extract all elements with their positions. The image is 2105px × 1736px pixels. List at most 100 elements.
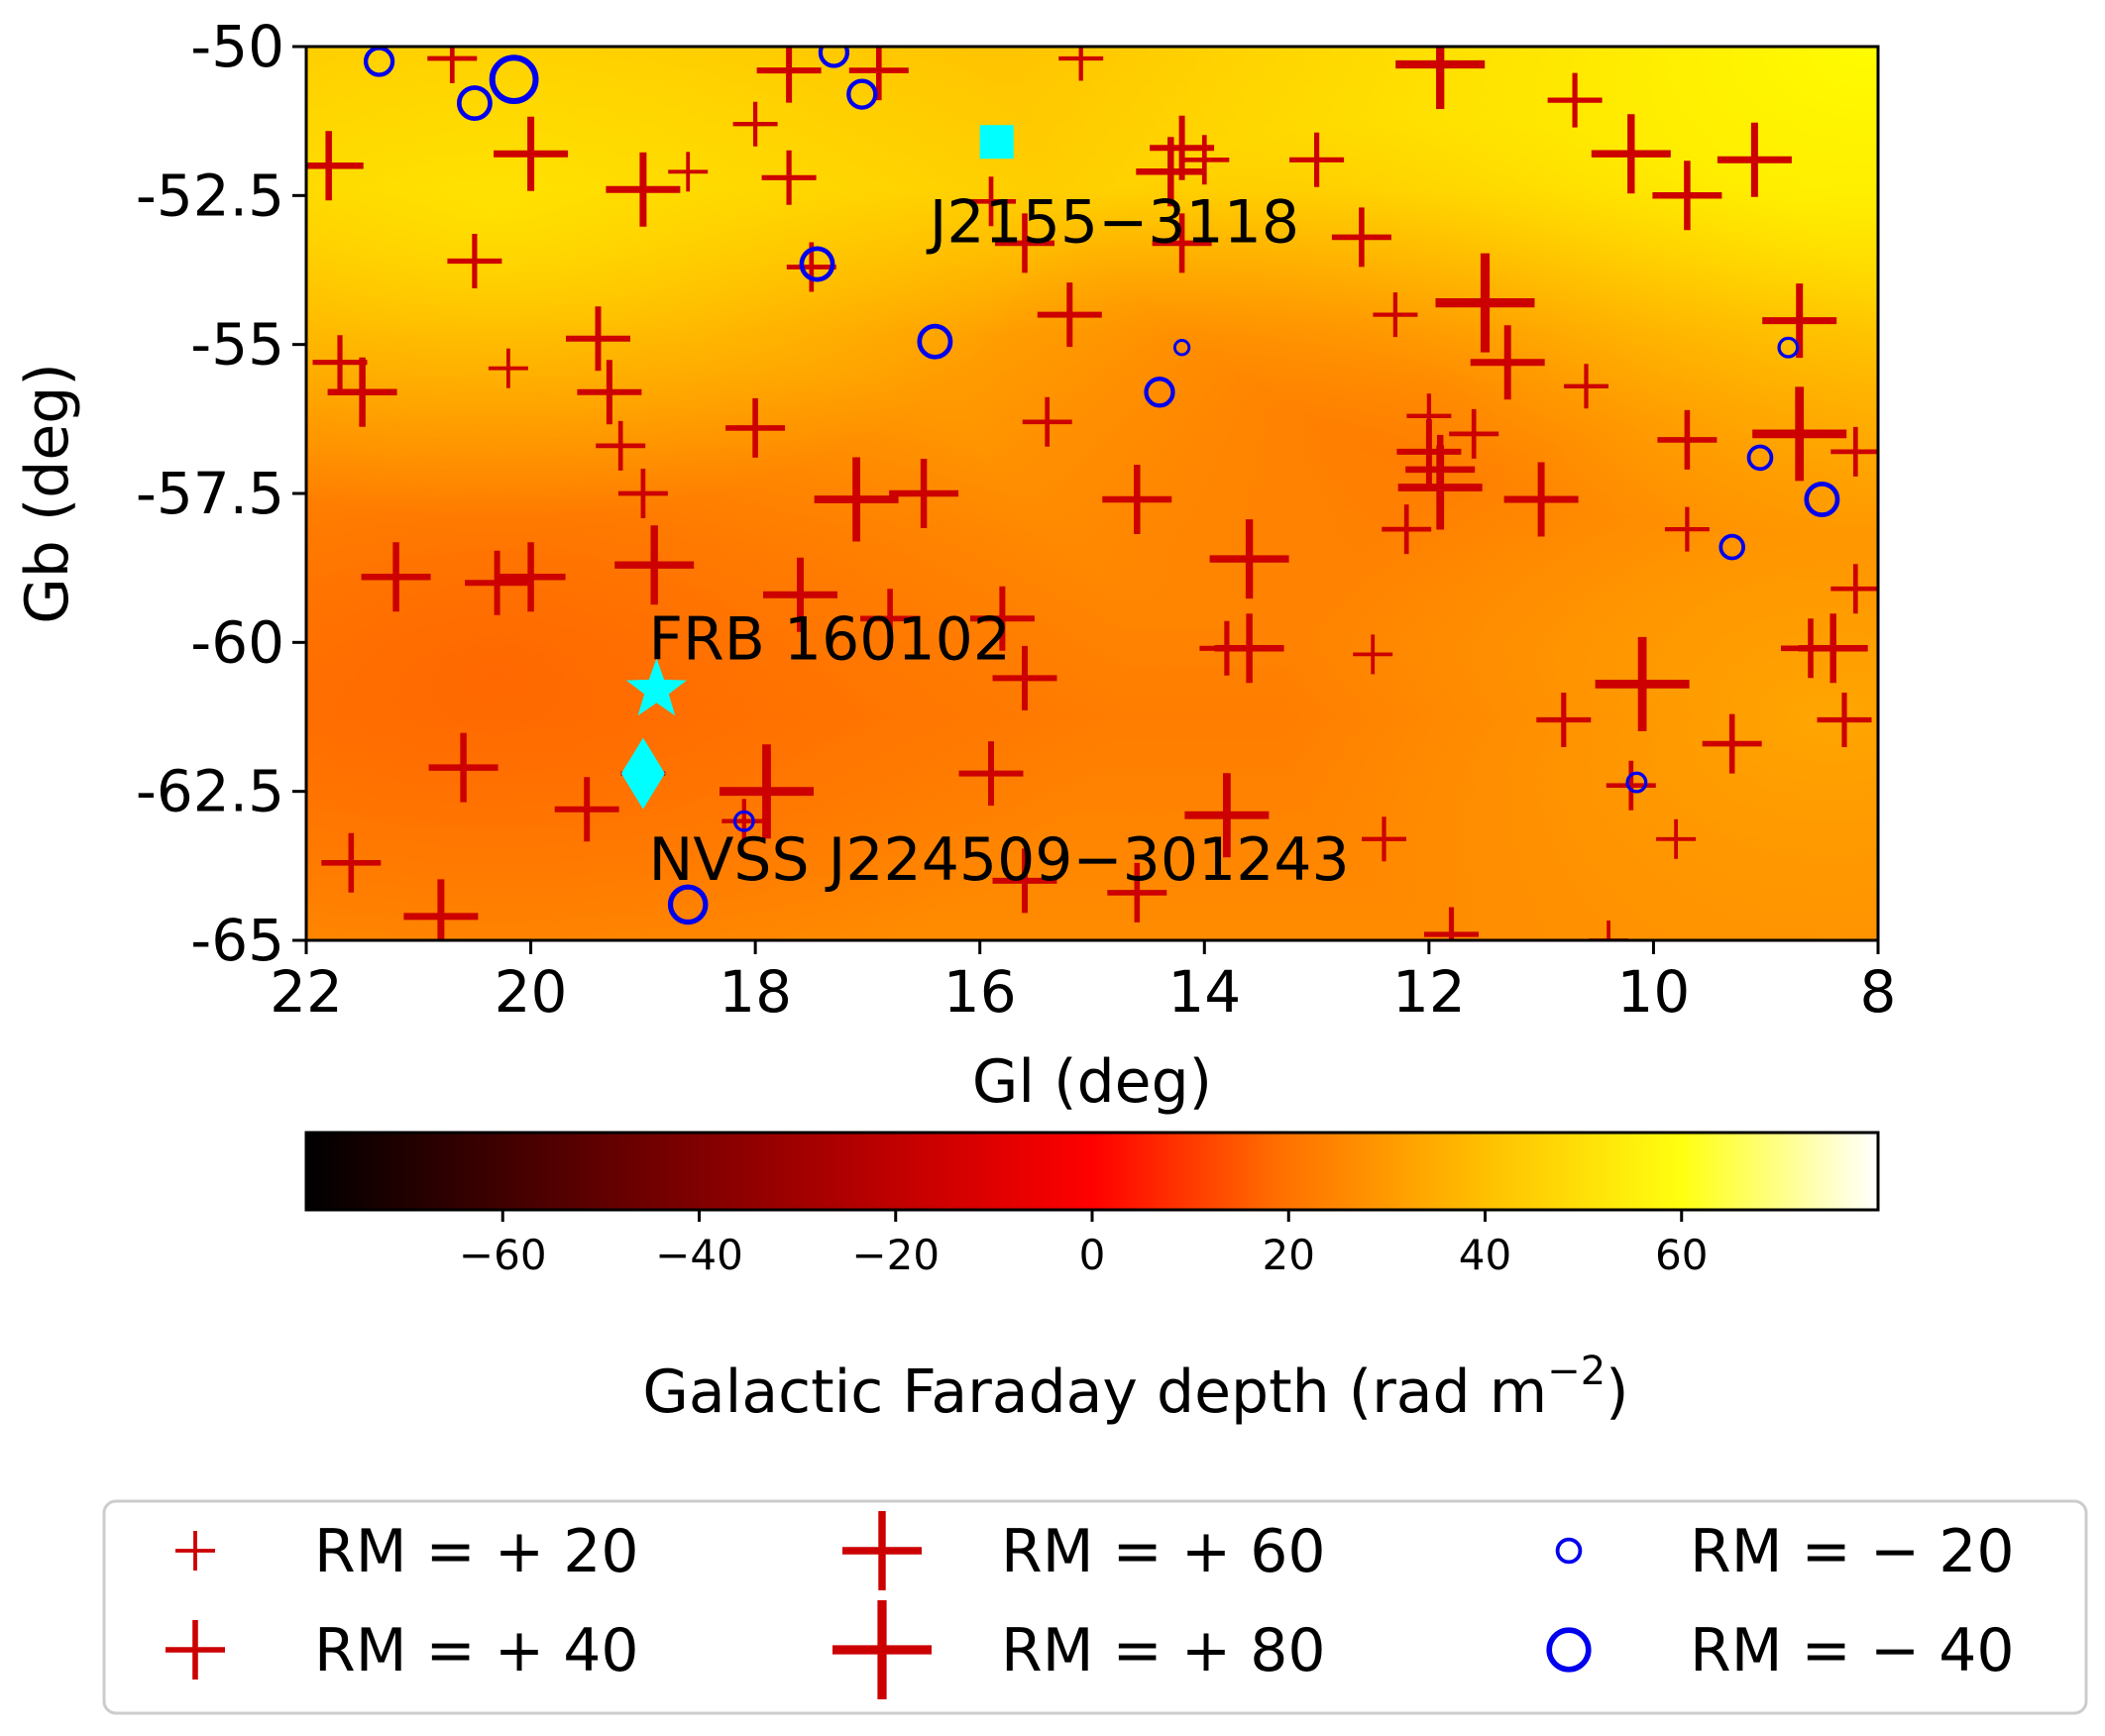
- annotation-marker-diamond: [620, 737, 665, 810]
- legend-frame: [102, 1499, 2088, 1715]
- rm-marker-positive: [1564, 364, 1608, 409]
- rm-marker-negative: [1625, 771, 1648, 794]
- rm-marker-positive: [1591, 114, 1671, 194]
- legend-label: RM = + 80: [1001, 1616, 1326, 1685]
- rm-marker-positive: [1362, 816, 1406, 862]
- rm-marker-positive: [1652, 161, 1722, 231]
- rm-marker-positive: [596, 420, 646, 471]
- annotation-label-nvss: NVSS J224509−301243: [649, 825, 1350, 895]
- y-axis-ticks: -50 -52.5 -55 -57.5 -60 -62.5 -65: [136, 13, 306, 974]
- rm-marker-positive: [1817, 693, 1872, 747]
- rm-marker-positive: [312, 335, 368, 390]
- rm-marker-negative: [917, 323, 953, 360]
- x-tick-label: 14: [1167, 958, 1241, 1026]
- rm-marker-positive: [668, 152, 709, 192]
- rm-marker-positive: [1595, 636, 1690, 731]
- colorbar-label: Galactic Faraday depth (rad m−2): [642, 1349, 1628, 1427]
- rm-marker-positive: [1702, 713, 1762, 774]
- rm-marker-positive: [889, 459, 959, 528]
- colorbar: −60 −40 −20 0 20 40 60 Galactic Faraday depth …: [304, 1131, 1880, 1427]
- rm-marker-positive: [1331, 207, 1391, 268]
- rm-marker-positive: [606, 152, 681, 227]
- rm-marker-positive: [1136, 137, 1206, 207]
- rm-marker-positive: [1798, 613, 1868, 684]
- rm-marker-negative: [667, 884, 709, 925]
- rm-marker-positive: [1353, 634, 1393, 675]
- rm-marker-positive: [1396, 419, 1462, 485]
- annotation-label-frb: FRB 160102: [649, 604, 1011, 674]
- y-tick-label: -50: [190, 13, 284, 80]
- rm-marker-positive: [814, 457, 899, 542]
- rm-marker-positive: [1152, 213, 1212, 273]
- x-tick-label: 22: [270, 958, 343, 1026]
- colorbar-tick-label: 40: [1459, 1231, 1511, 1279]
- rm-marker-positive: [327, 357, 397, 427]
- rm-marker-positive: [992, 645, 1057, 710]
- rm-marker-positive: [488, 348, 528, 388]
- colorbar-gradient: [304, 1131, 1880, 1212]
- legend-label: RM = − 40: [1690, 1616, 2015, 1685]
- y-tick-label: -55: [190, 311, 284, 379]
- rm-marker-negative: [456, 85, 493, 122]
- colorbar-label-exponent: −2: [1547, 1349, 1606, 1394]
- colorbar-label-prefix: Galactic Faraday depth (rad m: [642, 1357, 1547, 1427]
- annotation-marker-star: [626, 658, 687, 716]
- legend-marker-cross: [166, 1620, 225, 1680]
- rm-marker-positive: [860, 589, 921, 649]
- rm-marker-positive: [496, 542, 566, 612]
- colorbar-tick-label: −20: [851, 1231, 940, 1279]
- rm-marker-positive: [1657, 409, 1717, 470]
- rm-marker-positive: [1107, 862, 1167, 922]
- rm-marker-positive: [1214, 613, 1284, 684]
- legend-entry: RM = + 80: [832, 1600, 1326, 1699]
- legend-label: RM = + 60: [1001, 1517, 1326, 1586]
- legend-marker-cross: [175, 1531, 215, 1571]
- rm-marker-positive: [1397, 445, 1483, 530]
- rm-marker-positive: [577, 360, 642, 425]
- rm-marker-positive: [566, 306, 630, 372]
- rm-marker-negative: [799, 246, 835, 282]
- colorbar-tick-label: 0: [1079, 1231, 1106, 1279]
- colorbar-tick-label: 20: [1263, 1231, 1315, 1279]
- x-axis-label: Gl (deg): [972, 1047, 1212, 1117]
- colorbar-tick-label: −40: [655, 1231, 743, 1279]
- rm-marker-positive: [1664, 506, 1710, 552]
- rm-marker-positive: [1395, 47, 1486, 109]
- rm-marker-positive: [614, 525, 695, 605]
- y-tick-label: -65: [190, 907, 284, 974]
- rm-marker-positive: [1179, 135, 1230, 185]
- x-tick-label: 16: [943, 958, 1017, 1026]
- rm-marker-positive: [966, 176, 1016, 227]
- rm-marker-positive: [427, 47, 478, 83]
- rm-marker-positive: [1606, 760, 1656, 811]
- rm-marker-positive: [1435, 253, 1535, 353]
- rm-marker-positive: [1373, 292, 1418, 338]
- x-tick-label: 8: [1860, 958, 1897, 1026]
- rm-marker-positive: [1289, 132, 1345, 187]
- rm-marker-positive: [1022, 396, 1072, 447]
- annotation-label-j2155: J2155−3118: [926, 187, 1299, 257]
- rm-source-markers: [306, 47, 1878, 940]
- y-axis-label: Gb (deg): [13, 363, 82, 624]
- legend-label: RM = + 20: [314, 1517, 639, 1586]
- rm-marker-positive: [969, 586, 1035, 651]
- rm-marker-positive: [1503, 462, 1579, 537]
- y-tick-label: -57.5: [136, 460, 284, 527]
- rm-marker-positive: [361, 542, 431, 612]
- rm-marker-positive: [428, 732, 499, 803]
- colorbar-tick-label: −60: [459, 1231, 547, 1279]
- rm-marker-positive: [1589, 921, 1629, 940]
- x-axis-ticks: 22 20 18 16 14 12 10 8: [270, 940, 1896, 1026]
- rm-marker-positive: [1382, 504, 1432, 555]
- rm-marker-positive: [321, 832, 382, 893]
- colorbar-ticks: −60 −40 −20 0 20 40 60: [459, 1210, 1708, 1279]
- legend-entry: RM = + 60: [842, 1511, 1326, 1590]
- rm-marker-positive: [1830, 564, 1878, 614]
- x-tick-label: 10: [1617, 958, 1691, 1026]
- rm-marker-positive: [1547, 72, 1603, 128]
- rm-marker-positive: [1830, 426, 1878, 477]
- x-tick-label: 20: [495, 958, 568, 1026]
- y-tick-label: -62.5: [136, 758, 284, 825]
- rm-marker-positive: [1762, 283, 1837, 359]
